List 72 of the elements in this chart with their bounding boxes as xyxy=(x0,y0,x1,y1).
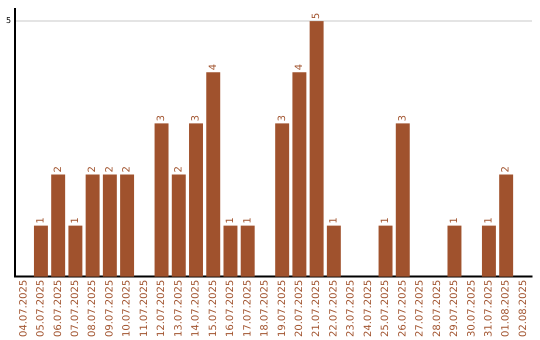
bar xyxy=(396,123,410,277)
x-tick-label: 22.07.2025 xyxy=(328,280,340,338)
x-tick-label: 31.07.2025 xyxy=(484,280,495,338)
x-tick-label: 20.07.2025 xyxy=(294,280,305,338)
data-label: 2 xyxy=(104,166,116,172)
bar xyxy=(68,226,82,277)
x-tick-label: 04.07.2025 xyxy=(18,280,30,338)
data-label: 2 xyxy=(122,166,133,172)
data-label: 1 xyxy=(225,217,236,224)
x-tick-label: 12.07.2025 xyxy=(156,280,168,338)
x-tick-label: 14.07.2025 xyxy=(190,280,202,338)
bar xyxy=(206,72,220,277)
data-label: 1 xyxy=(449,217,460,224)
bar xyxy=(292,72,306,277)
x-tick-label: 30.07.2025 xyxy=(466,280,478,338)
x-tick-label: 16.07.2025 xyxy=(225,280,236,338)
bar xyxy=(51,174,66,277)
x-tick-label: 25.07.2025 xyxy=(380,280,392,338)
data-label: 1 xyxy=(36,217,47,224)
data-label: 1 xyxy=(380,217,392,224)
bar xyxy=(499,174,514,277)
bar xyxy=(154,123,169,277)
data-label: 3 xyxy=(156,114,168,122)
data-label: 2 xyxy=(52,166,64,172)
data-label: 1 xyxy=(242,217,254,224)
x-tick-label: 27.07.2025 xyxy=(414,280,426,338)
data-label: 3 xyxy=(190,114,202,122)
data-label: 2 xyxy=(173,166,184,172)
x-tick-label: 24.07.2025 xyxy=(362,280,374,338)
bar xyxy=(223,226,238,277)
x-tick-label: 29.07.2025 xyxy=(449,280,460,338)
data-label: 1 xyxy=(328,217,340,224)
data-label: 4 xyxy=(208,64,219,70)
bar xyxy=(240,226,255,277)
bar xyxy=(275,123,290,277)
x-tick-label: 17.07.2025 xyxy=(242,280,254,338)
x-tick-label: 19.07.2025 xyxy=(276,280,288,338)
bar xyxy=(482,226,496,277)
bar xyxy=(102,174,117,277)
x-tick-label: 10.07.2025 xyxy=(122,280,133,338)
data-label: 3 xyxy=(397,114,408,122)
bar xyxy=(310,21,324,277)
x-tick-label: 21.07.2025 xyxy=(311,280,322,338)
data-label: 3 xyxy=(276,114,288,122)
x-tick-label: 15.07.2025 xyxy=(208,280,219,338)
x-tick-label: 05.07.2025 xyxy=(36,280,47,338)
data-label: 1 xyxy=(484,217,495,224)
x-tick-label: 02.08.2025 xyxy=(518,280,529,338)
data-label: 1 xyxy=(70,217,81,224)
x-tick-label: 13.07.2025 xyxy=(173,280,184,338)
x-tick-label: 08.07.2025 xyxy=(87,280,98,338)
bar xyxy=(326,226,341,277)
bar xyxy=(447,226,462,277)
x-tick-label: 18.07.2025 xyxy=(260,280,271,338)
bar xyxy=(34,226,48,277)
x-tick-label: 06.07.2025 xyxy=(52,280,64,338)
x-tick-label: 11.07.2025 xyxy=(138,280,150,338)
x-tick-label: 28.07.2025 xyxy=(432,280,443,338)
x-tick-label: 26.07.2025 xyxy=(397,280,408,338)
x-tick-label: 23.07.2025 xyxy=(346,280,357,338)
x-tick-label: 09.07.2025 xyxy=(104,280,116,338)
bar xyxy=(86,174,100,277)
bar xyxy=(189,123,203,277)
bar xyxy=(120,174,134,277)
bar xyxy=(172,174,186,277)
bar xyxy=(378,226,393,277)
x-tick-label: 01.08.2025 xyxy=(500,280,512,338)
data-label: 2 xyxy=(87,166,98,172)
data-label: 2 xyxy=(500,166,512,172)
data-label: 4 xyxy=(294,64,305,70)
x-tick-label: 07.07.2025 xyxy=(70,280,81,338)
data-label: 5 xyxy=(311,12,322,20)
